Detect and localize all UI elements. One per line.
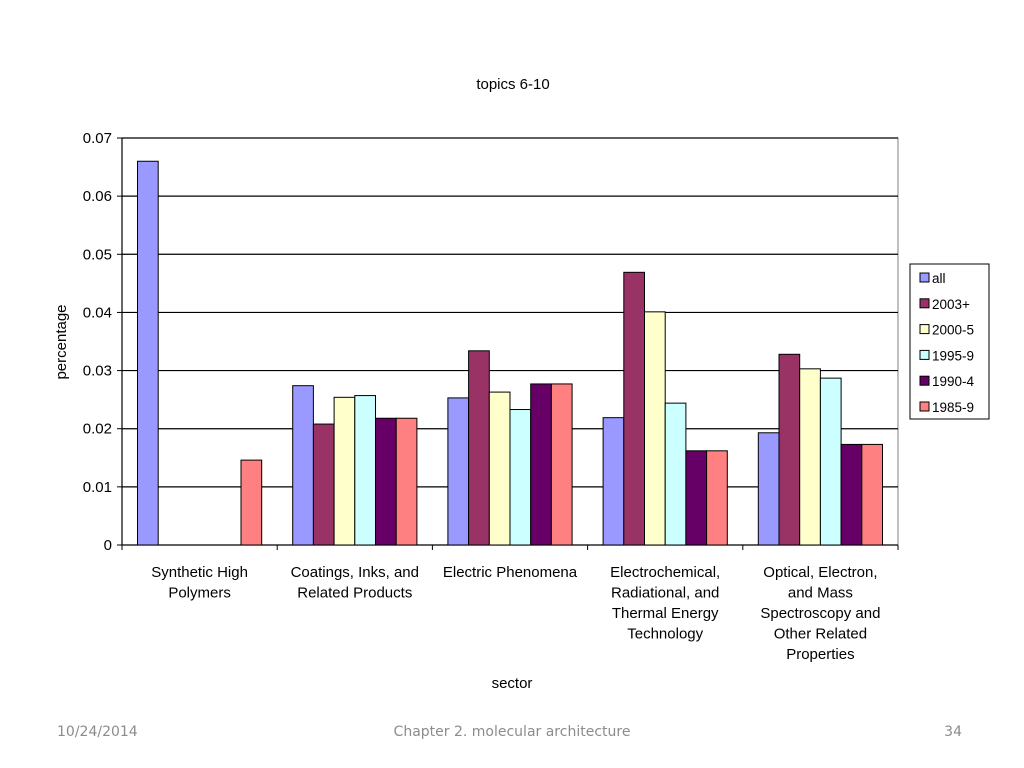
bar-1990-4 — [685, 450, 708, 546]
x-category-label-line: Thermal Energy — [612, 605, 719, 622]
bar-1995-9 — [509, 409, 532, 546]
bar-1985-9 — [395, 417, 418, 546]
bar-2003- — [778, 353, 801, 546]
bar-2000-5 — [333, 396, 356, 546]
bar-2003- — [623, 271, 645, 546]
bar-1995-9 — [354, 395, 376, 546]
legend-box — [909, 263, 990, 420]
x-axis-label: sector — [492, 675, 533, 692]
x-category-label-line: and Mass — [788, 585, 853, 602]
x-category-label-line: Properties — [786, 646, 854, 663]
legend-label: 1990-4 — [932, 374, 975, 389]
x-category-label-line: Electrochemical, — [610, 564, 720, 581]
bar-2003- — [468, 350, 490, 546]
bar-2000-5 — [488, 391, 511, 546]
bar-1995-9 — [819, 377, 842, 546]
bar-1985-9 — [861, 443, 883, 546]
legend-swatch — [919, 401, 930, 412]
x-category-label-line: Other Related — [774, 626, 867, 643]
legend-label: all — [932, 271, 946, 286]
bar-1990-4 — [840, 443, 863, 546]
x-category-label: Electrochemical, Radiational, and Thermal … — [610, 564, 720, 643]
x-category-label-line: Related Products — [297, 585, 412, 602]
y-tick-label: 0.01 — [83, 479, 112, 496]
x-category-label: Electric Phenomena — [443, 564, 578, 581]
y-tick-label: 0 — [104, 537, 112, 554]
x-category-label: Synthetic High Polymers — [151, 564, 248, 602]
bar-all — [292, 385, 314, 546]
legend-label: 2000-5 — [932, 323, 974, 338]
bar-all — [602, 417, 625, 546]
y-tick-label: 0.03 — [83, 363, 112, 380]
footer-page-number: 34 — [944, 724, 962, 740]
x-category-label-line: Spectroscopy and — [760, 605, 880, 622]
bar-1985-9 — [240, 459, 263, 546]
legend-swatch — [919, 349, 930, 360]
y-tick-label: 0.02 — [83, 421, 112, 438]
y-tick-label: 0.05 — [83, 246, 112, 263]
legend-swatch — [919, 375, 930, 386]
legend-swatch — [919, 298, 930, 309]
x-category-label-line: Coatings, Inks, and — [291, 564, 419, 581]
legend: all 2003+ 2000-5 1995-9 1990-4 1985-9 — [909, 263, 990, 420]
x-category-label-line: Technology — [627, 626, 703, 643]
x-category-label-line: Polymers — [168, 585, 231, 602]
bar-1990-4 — [375, 417, 397, 546]
x-category-label-line: Electric Phenomena — [443, 564, 578, 581]
bar-all — [757, 432, 780, 546]
bar-all — [447, 397, 470, 546]
bar-all — [137, 160, 159, 546]
bar-2003- — [312, 423, 335, 546]
bar-2000-5 — [799, 368, 821, 546]
x-category-label: Optical, Electron, and Mass Spectroscopy a… — [760, 564, 880, 663]
y-tick-label: 0.07 — [83, 130, 112, 147]
legend-label: 1985-9 — [932, 400, 974, 415]
x-category-label-line: Radiational, and — [611, 585, 719, 602]
y-axis-label: percentage — [53, 304, 70, 379]
y-tick-label: 0.06 — [83, 188, 112, 205]
legend-swatch — [919, 272, 930, 283]
x-category-label: Coatings, Inks, and Related Products — [291, 564, 419, 602]
legend-label: 2003+ — [932, 297, 970, 312]
footer-chapter-title: Chapter 2. molecular architecture — [393, 724, 631, 740]
legend-swatch — [919, 324, 930, 335]
bar-1985-9 — [706, 450, 728, 546]
legend-label: 1995-9 — [932, 348, 974, 363]
x-category-label-line: Optical, Electron, — [763, 564, 877, 581]
footer-date: 10/24/2014 — [57, 724, 138, 740]
y-tick-label: 0.04 — [83, 304, 112, 321]
bar-1985-9 — [550, 383, 573, 546]
bar-1995-9 — [664, 402, 687, 546]
x-category-label-line: Synthetic High — [151, 564, 248, 581]
bar-2000-5 — [644, 311, 666, 546]
plot-area: 0 0.01 0.02 0.03 0.04 0.05 0.06 0.07 Synthetic H… — [83, 130, 899, 663]
bar-1990-4 — [530, 383, 552, 546]
chart-title: topics 6-10 — [476, 76, 549, 93]
